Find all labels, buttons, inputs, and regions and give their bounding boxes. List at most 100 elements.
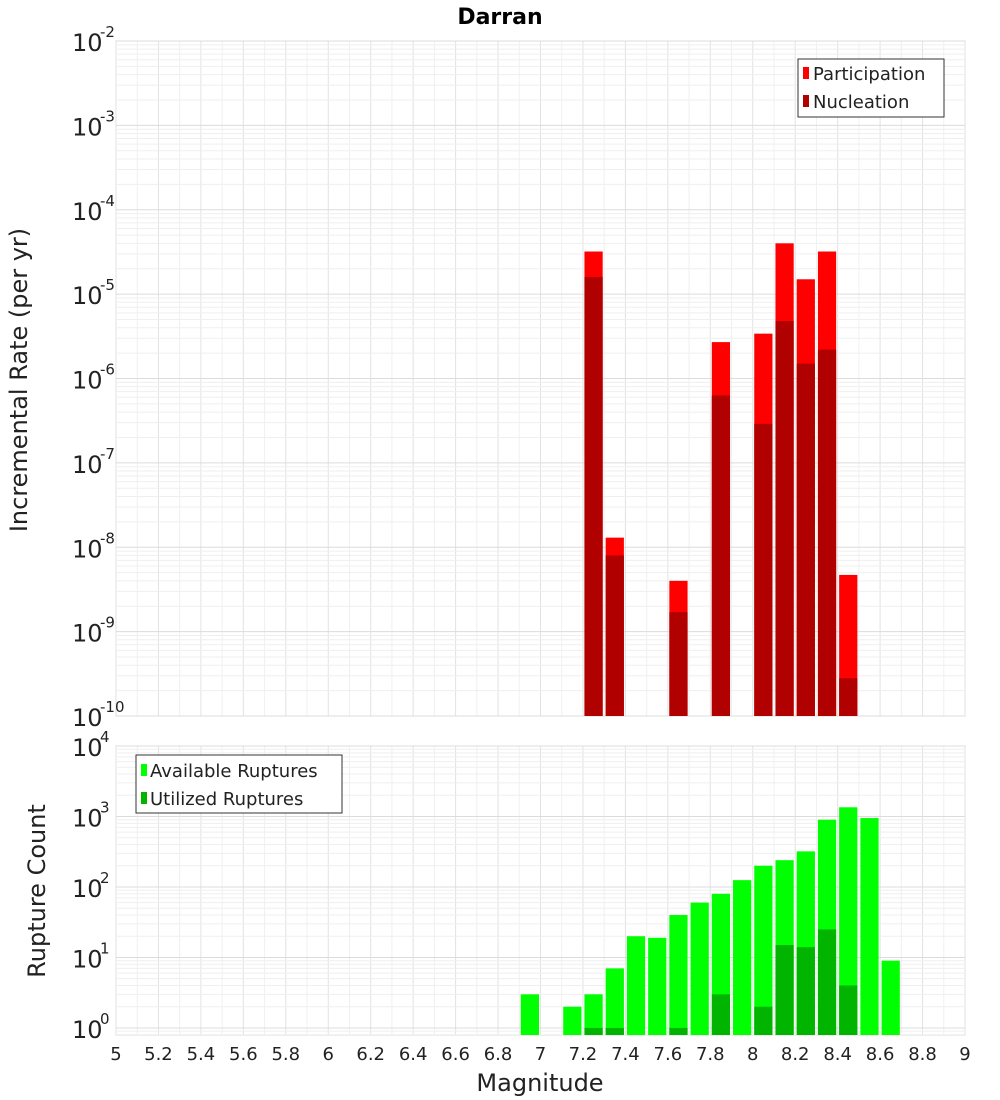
bottom-bar-utilized-ruptures [775,945,794,1035]
chart-title: Darran [457,5,542,30]
top-y-tick-exponent: -7 [100,445,115,463]
x-tick-label: 8 [747,1044,758,1065]
top-y-tick-exponent: -10 [100,698,125,716]
legend-label-nucleation: Nucleation [813,92,909,113]
bottom-bar-utilized-ruptures [839,985,858,1035]
x-tick-label: 8.2 [781,1044,810,1065]
top-y-tick-exponent: -3 [100,107,115,125]
legend-label-available: Available Ruptures [150,761,318,782]
x-tick-label: 7 [535,1044,546,1065]
x-axis-label: Magnitude [476,1069,603,1097]
x-tick-label: 9 [959,1044,970,1065]
bottom-bar-available-ruptures [605,968,624,1035]
top-y-tick-label: 10 [72,704,103,732]
bottom-bar-utilized-ruptures [669,1027,688,1035]
bottom-y-tick-exponent: 4 [100,728,110,746]
bottom-bar-available-ruptures [839,807,858,1035]
x-tick-label: 8.6 [866,1044,895,1065]
top-y-tick-exponent: -5 [100,276,115,294]
top-y-tick-exponent: -8 [100,529,115,547]
bottom-y-tick-label: 10 [72,945,103,973]
bottom-bar-utilized-ruptures [605,1027,624,1035]
bottom-bar-available-ruptures [626,936,646,1035]
bottom-bar-available-ruptures [563,1006,582,1035]
top-y-tick-exponent: -4 [100,192,115,210]
x-tick-label: 7.8 [696,1044,725,1065]
bottom-bar-available-ruptures [648,937,667,1035]
legend-swatch-available [141,764,147,776]
x-tick-label: 6.4 [399,1044,428,1065]
x-tick-label: 7.4 [611,1044,640,1065]
bottom-y-tick-exponent: 0 [100,1010,110,1028]
top-bar-nucleation [754,423,773,716]
bottom-bars [520,807,900,1035]
bottom-bar-utilized-ruptures [817,929,837,1035]
top-legend: Participation Nucleation [797,58,945,118]
x-tick-labels: 5 5.2 5.4 5.6 5.8 6 6.2 6.4 6.6 6.8 7 7.2 7.4 7.6 7.8 8… [110,1044,970,1065]
bottom-y-axis-label: Rupture Count [23,804,51,978]
top-y-tick-label: 10 [72,198,103,226]
bottom-y-tick-label: 10 [72,734,103,762]
top-y-axis-label: Incremental Rate (per yr) [5,228,33,532]
top-bar-nucleation [817,349,837,716]
x-tick-label: 6 [323,1044,334,1065]
x-tick-label: 5.4 [187,1044,216,1065]
bottom-bar-available-ruptures [690,902,709,1035]
bottom-bar-available-ruptures [520,994,539,1035]
x-tick-label: 8.4 [823,1044,852,1065]
top-bar-nucleation [711,395,731,716]
legend-swatch-nucleation [803,95,809,107]
legend-swatch-participation [803,67,809,79]
x-tick-label: 7.6 [654,1044,683,1065]
bottom-y-tick-label: 10 [72,804,103,832]
x-tick-label: 5.2 [144,1044,173,1065]
bottom-bar-available-ruptures [881,960,900,1035]
top-bars [584,243,858,717]
top-y-tick-label: 10 [72,367,103,395]
bottom-y-tick-exponent: 3 [100,798,110,816]
bottom-bar-available-ruptures [860,818,879,1035]
legend-swatch-utilized [141,792,147,804]
top-legend-box [797,58,945,118]
top-y-tick-label: 10 [72,282,103,310]
x-tick-label: 7.2 [569,1044,598,1065]
top-bar-nucleation [584,276,603,716]
bottom-bar-utilized-ruptures [584,1027,603,1035]
bottom-y-tick-label: 10 [72,1016,103,1044]
x-tick-label: 6.8 [484,1044,513,1065]
top-y-tick-label: 10 [72,535,103,563]
x-tick-label: 6.2 [356,1044,385,1065]
bottom-legend: Available Ruptures Utilized Ruptures [135,754,343,814]
top-bar-nucleation [669,612,688,716]
top-gridlines [115,40,966,717]
bottom-y-tick-exponent: 1 [100,939,110,957]
bottom-bar-available-ruptures [733,880,752,1035]
x-tick-label: 5.8 [271,1044,300,1065]
top-bar-nucleation [605,555,624,716]
x-tick-label: 6.6 [441,1044,470,1065]
bottom-legend-box [135,754,343,814]
top-y-tick-label: 10 [72,451,103,479]
top-bar-nucleation [796,363,815,716]
bottom-bar-utilized-ruptures [711,994,731,1035]
bottom-bar-utilized-ruptures [754,1006,773,1035]
top-y-tick-label: 10 [72,620,103,648]
top-y-tick-exponent: -9 [100,614,115,632]
top-bar-nucleation [839,678,858,716]
top-y-tick-exponent: -6 [100,361,115,379]
x-tick-label: 8.8 [908,1044,937,1065]
bottom-bar-available-ruptures [754,865,773,1035]
bottom-bar-available-ruptures [669,915,688,1035]
bottom-y-tick-exponent: 2 [100,869,110,887]
x-tick-label: 5 [110,1044,121,1065]
x-tick-label: 5.6 [229,1044,258,1065]
top-bar-nucleation [775,321,794,716]
bottom-bar-utilized-ruptures [796,947,815,1035]
bottom-bar-available-ruptures [584,994,603,1035]
legend-label-utilized: Utilized Ruptures [150,789,303,810]
